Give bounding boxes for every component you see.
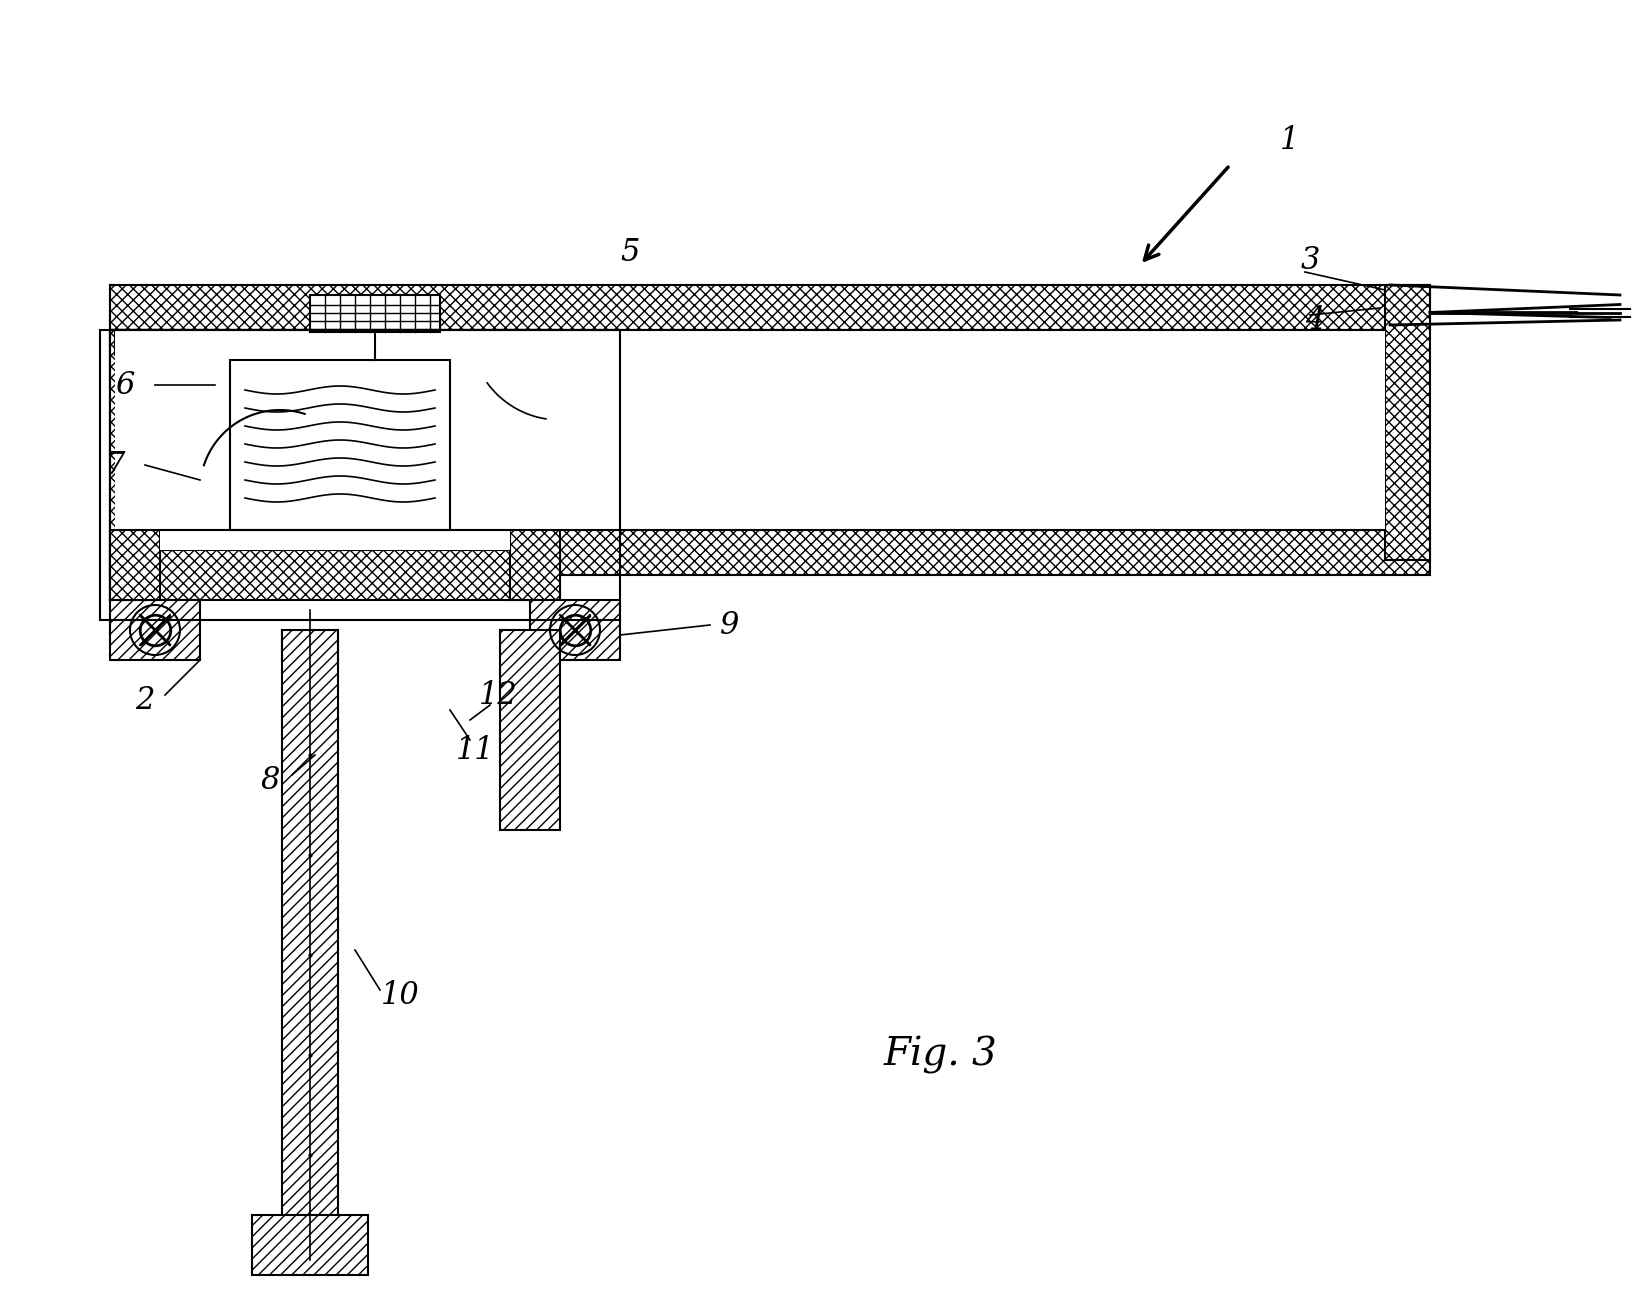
Bar [110,284,1429,330]
Text: 2: 2 [135,685,154,715]
Bar [510,330,560,600]
Bar [310,295,440,331]
Bar [110,530,1429,576]
Bar [115,330,1385,355]
Bar [161,380,510,549]
Text: 1: 1 [1280,124,1300,155]
Text: 12: 12 [479,680,517,710]
Bar [110,600,200,660]
Bar [501,630,560,830]
Bar [110,330,560,380]
Bar [115,330,1385,530]
Text: 8: 8 [261,765,279,796]
Bar [1385,284,1429,560]
Text: Fig. 3: Fig. 3 [883,1036,996,1074]
Bar [253,1215,368,1275]
Text: 4: 4 [1305,304,1324,335]
Bar [110,330,161,600]
Text: 3: 3 [1300,244,1319,275]
Text: 7: 7 [105,449,125,480]
Bar [230,360,450,530]
Text: 9: 9 [720,609,740,641]
Bar [282,630,338,1240]
Text: 5: 5 [620,236,640,268]
Text: 6: 6 [115,369,135,401]
Text: 10: 10 [381,980,420,1010]
Bar [110,549,560,600]
Bar [100,330,620,620]
Bar [110,330,161,600]
Bar [530,600,620,660]
Text: 11: 11 [456,735,494,766]
